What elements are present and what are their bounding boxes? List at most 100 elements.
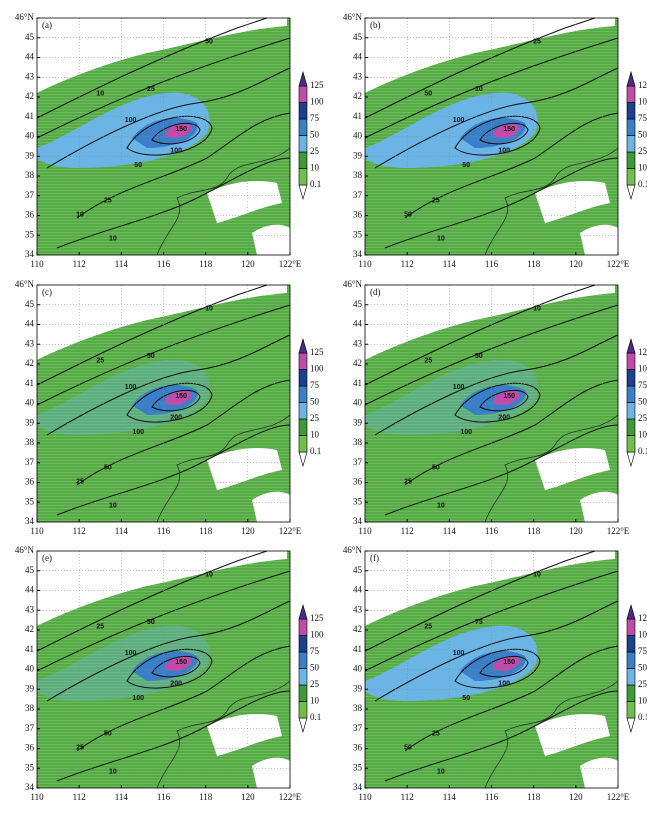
lon-label: 110: [358, 792, 372, 802]
lat-label: 38: [353, 437, 363, 447]
colorbar-label: 0.1: [638, 446, 647, 456]
colorbar-label: 125: [310, 347, 324, 357]
contour-label: 50: [404, 745, 412, 752]
lon-label: 110: [30, 526, 44, 536]
rain-peak: [165, 656, 192, 671]
lon-label: 122°E: [607, 792, 630, 802]
contour: [404, 645, 619, 752]
lat-label: 35: [25, 762, 35, 772]
contour: [374, 67, 619, 169]
dry-area: [365, 285, 615, 360]
lat-label: 34: [25, 782, 35, 792]
colorbar-segment: [626, 701, 636, 719]
contour: [76, 379, 291, 486]
contour-label: 10: [76, 212, 84, 219]
map-panel: (e) 10 25 50 100 150 200 100 50 25 10 34 35 36 37 38 39 4…: [15, 545, 324, 802]
lat-label: 45: [353, 32, 363, 42]
contour: [454, 382, 541, 423]
colorbar-segment: [626, 135, 636, 153]
contour-label: 25: [104, 197, 112, 204]
dry-area: [207, 448, 282, 490]
lat-label: 43: [353, 71, 363, 81]
lat-label: 34: [353, 249, 363, 259]
colorbar-segment: [298, 151, 308, 169]
lon-label: 118: [199, 526, 213, 536]
lat-label: 39: [353, 683, 363, 693]
lat-label: 42: [25, 624, 34, 634]
contour-label: 50: [475, 353, 483, 360]
contour-label: 25: [404, 479, 412, 486]
contour-label: 10: [109, 235, 117, 242]
contour: [479, 122, 529, 145]
contour-label: 10: [475, 86, 483, 93]
colorbar-segment: [626, 668, 636, 686]
lat-label: 43: [25, 71, 35, 81]
contour-label: 10: [96, 91, 104, 98]
dry-area: [535, 448, 610, 490]
lon-label: 114: [115, 792, 129, 802]
lat-label: 41: [25, 644, 34, 654]
colorbar-label: 125: [638, 80, 647, 90]
dry-area: [252, 757, 290, 788]
lat-label: 36: [353, 210, 363, 220]
lon-label: 112: [73, 792, 86, 802]
lat-label: 35: [25, 229, 35, 239]
lat-label: 45: [353, 299, 363, 309]
contour: [56, 157, 291, 249]
lon-label: 120: [569, 792, 583, 802]
contour-label: 25: [76, 745, 84, 752]
contour-label: 50: [462, 695, 470, 702]
boundary: [156, 680, 291, 789]
dry-area: [37, 285, 287, 360]
contour-label: 200: [170, 415, 182, 422]
lon-label: 116: [157, 259, 171, 269]
rain-peak: [165, 390, 192, 405]
lon-label: 116: [485, 792, 499, 802]
lat-label: 42: [25, 91, 34, 101]
contour-label: 75: [475, 619, 483, 626]
contour-label: 150: [503, 659, 515, 666]
colorbar-segment: [298, 402, 308, 420]
contour-label: 25: [147, 86, 155, 93]
lon-label: 114: [443, 792, 457, 802]
map-panel: (c) 10 25 50 100 150 200 100 50 25 10 34 35 36 37 38 39 4…: [15, 279, 324, 536]
dry-area: [207, 181, 282, 223]
colorbar-label: 75: [638, 113, 647, 123]
colorbar-label: 0.1: [310, 179, 321, 189]
colorbar-label: 125: [638, 613, 647, 623]
lon-label: 122°E: [279, 792, 302, 802]
contour-label: 100: [132, 695, 144, 702]
colorbar-label: 75: [310, 646, 320, 656]
lat-label: 37: [25, 190, 35, 200]
colorbar-segment: [626, 435, 636, 453]
colorbar: 0.1 10 25 50 75 100 125: [626, 603, 647, 734]
lat-label: 40: [25, 398, 35, 408]
lat-label: 42: [353, 358, 362, 368]
colorbar-segment: [626, 369, 636, 387]
lat-label: 46°N: [15, 279, 35, 289]
lat-label: 34: [25, 249, 35, 259]
colorbar-end: [626, 337, 636, 354]
lat-label: 36: [353, 477, 363, 487]
lat-label: 38: [25, 703, 35, 713]
dry-area: [535, 181, 610, 223]
colorbar-label: 10: [310, 430, 320, 440]
lat-label: 39: [353, 150, 363, 160]
contour-label: 50: [104, 730, 112, 737]
colorbar-label: 100: [638, 364, 647, 374]
lat-label: 46°N: [343, 12, 363, 22]
contour-label: 25: [424, 624, 432, 631]
contour-label: 25: [533, 39, 541, 46]
panel-label: (c): [42, 287, 52, 297]
lon-label: 116: [157, 792, 171, 802]
contour: [364, 17, 596, 119]
contour-label: 100: [125, 650, 137, 657]
contour: [374, 334, 619, 436]
contour: [46, 67, 291, 169]
lat-label: 36: [25, 477, 35, 487]
colorbar-segment: [298, 168, 308, 186]
colorbar-label: 25: [638, 146, 647, 156]
contour: [36, 17, 268, 119]
contour-label: 100: [453, 117, 465, 124]
